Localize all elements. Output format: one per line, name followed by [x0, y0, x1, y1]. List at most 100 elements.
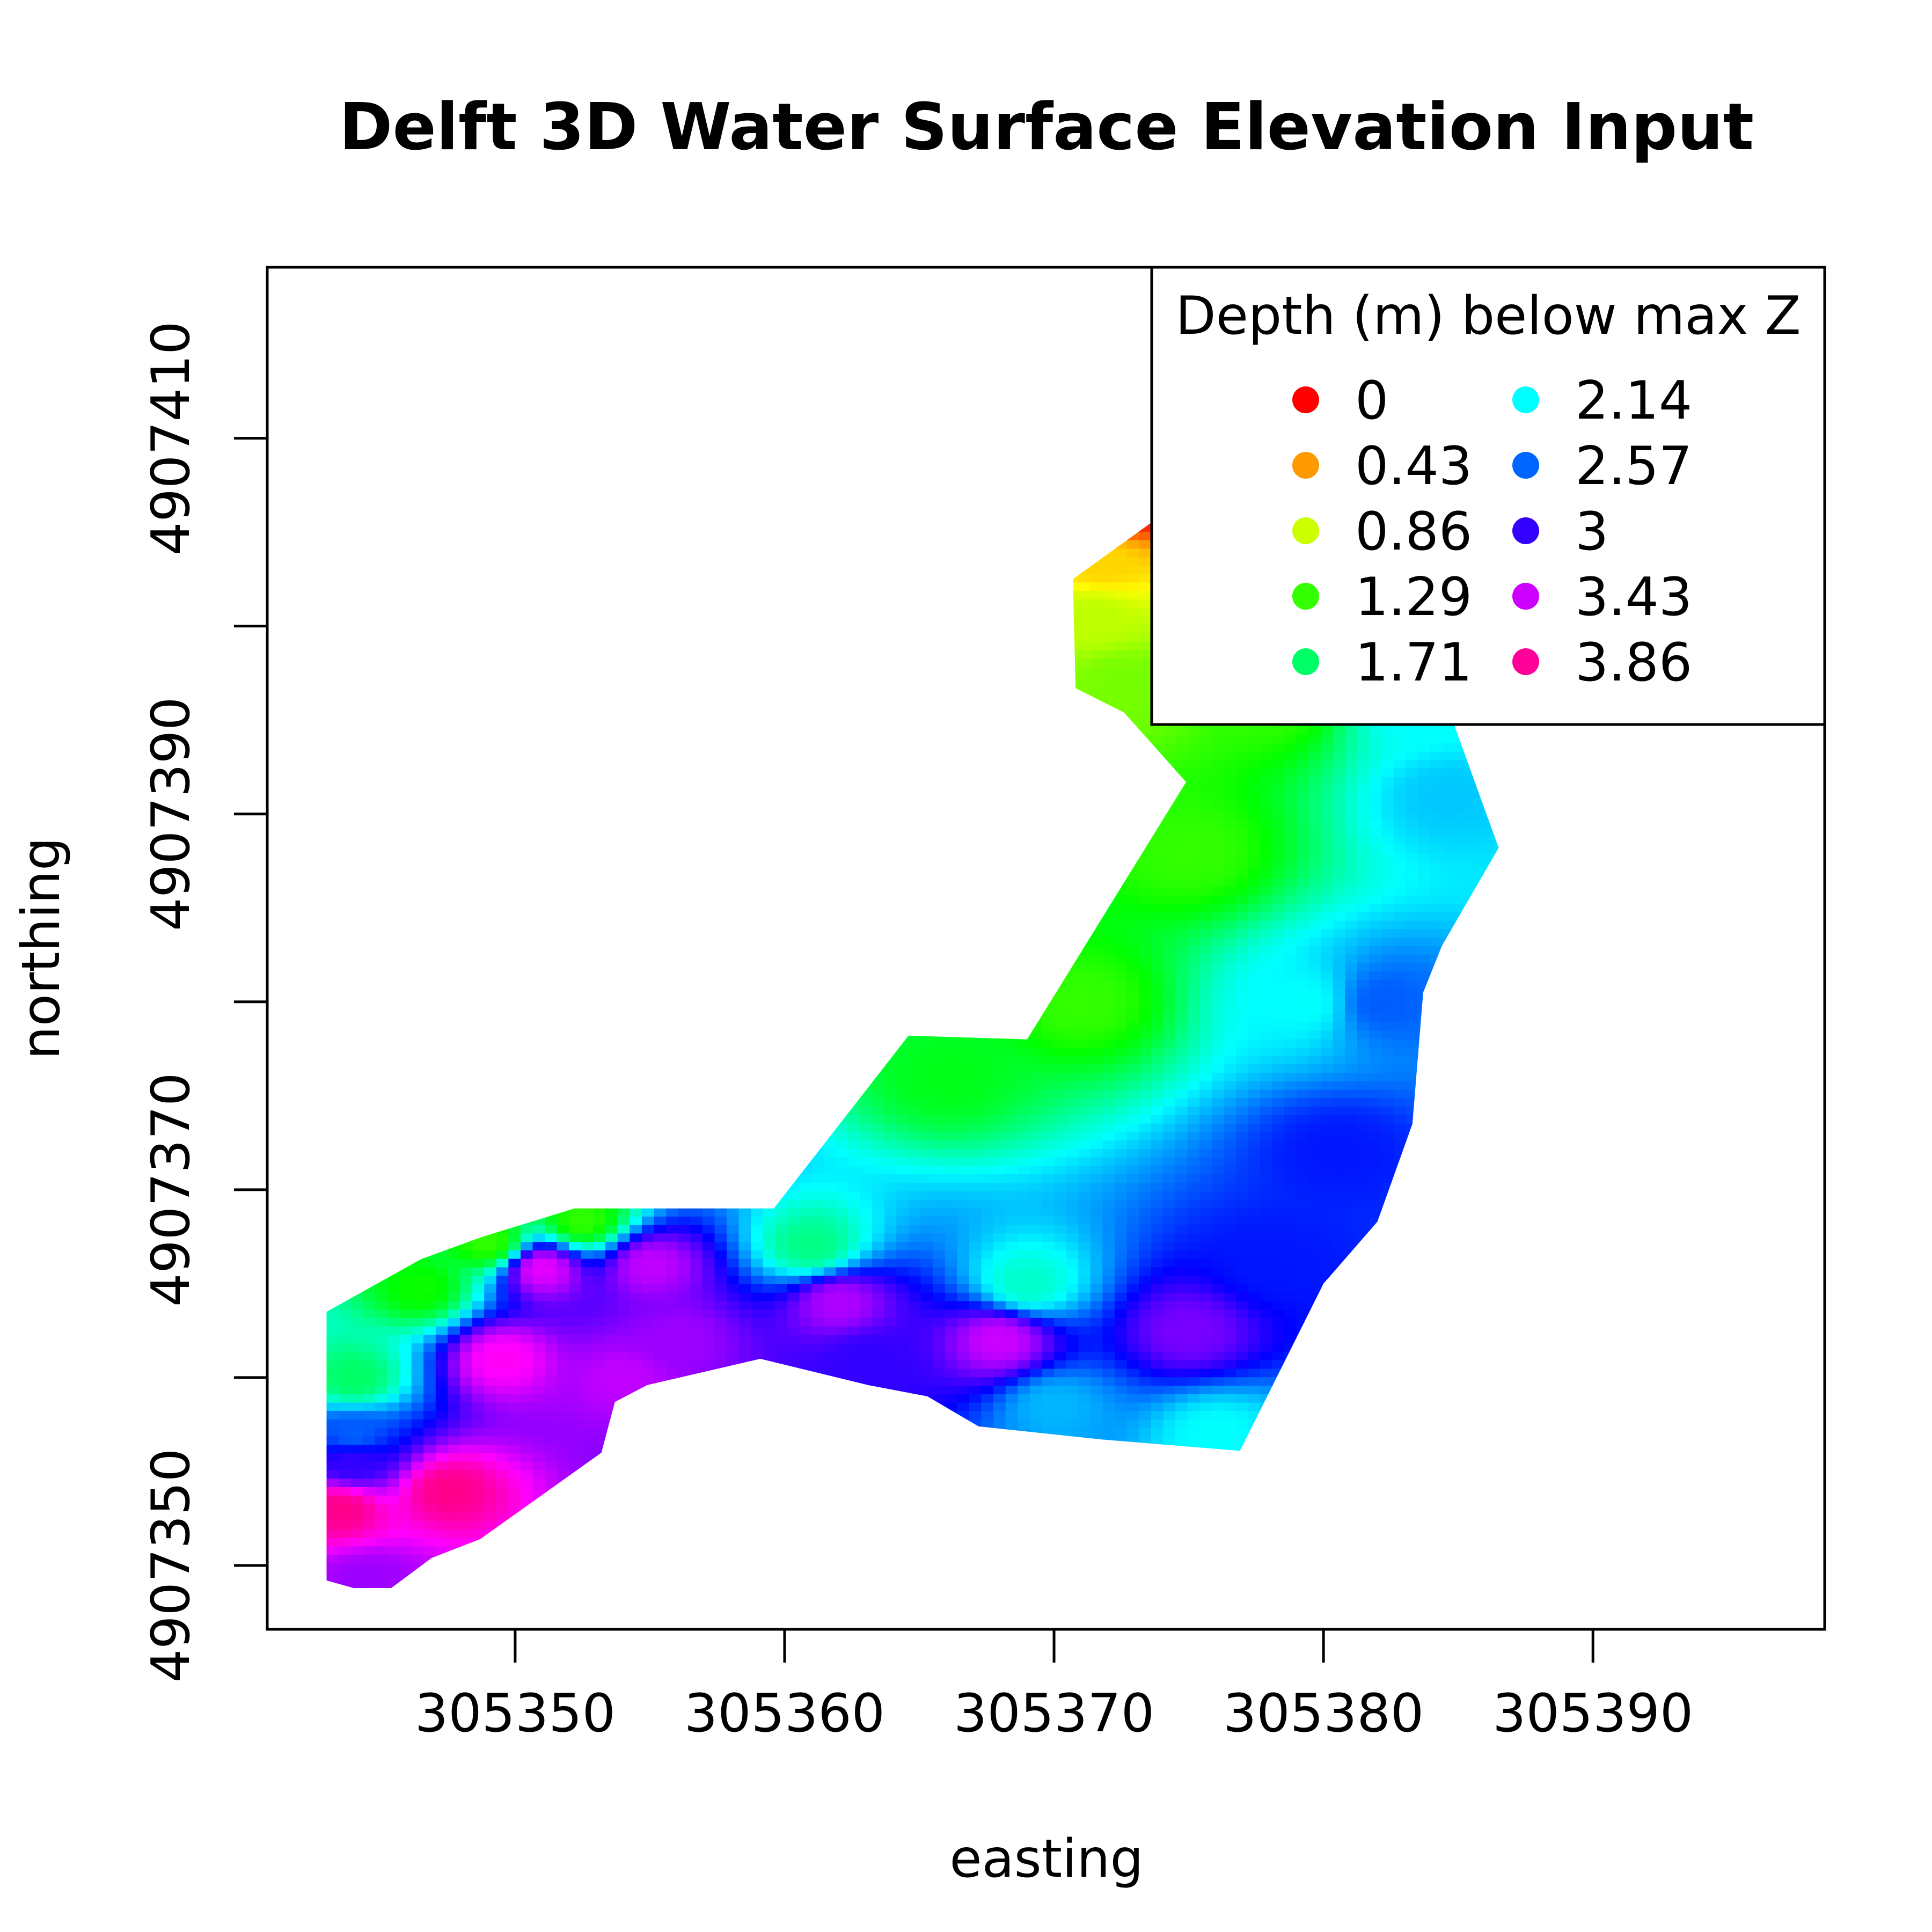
surface-cell [641, 1377, 655, 1386]
surface-cell [630, 1377, 642, 1386]
surface-cell [532, 1241, 546, 1250]
surface-cell [678, 1267, 691, 1276]
surface-cell [605, 1216, 618, 1225]
surface-cell [532, 1427, 546, 1437]
surface-cell [387, 1562, 400, 1572]
surface-cell [569, 1275, 582, 1284]
surface-cell [339, 1317, 352, 1327]
surface-cell [569, 1309, 582, 1318]
surface-cell [484, 1258, 497, 1268]
surface-cell [727, 1292, 740, 1301]
surface-cell [557, 1241, 570, 1250]
surface-cell [557, 1249, 570, 1259]
surface-cell [666, 1233, 679, 1242]
surface-cell [375, 1326, 388, 1335]
surface-cell [605, 1393, 618, 1403]
surface-cell [363, 1292, 376, 1301]
surface-cell [751, 1351, 764, 1360]
surface-cell [472, 1241, 485, 1250]
surface-cell [496, 1461, 509, 1470]
surface-cell [375, 1292, 388, 1301]
surface-cell [545, 1334, 558, 1344]
surface-cell [448, 1283, 460, 1293]
surface-cell [593, 1267, 606, 1276]
surface-cell [484, 1520, 497, 1529]
surface-cell [496, 1410, 509, 1419]
surface-cell [387, 1546, 400, 1555]
surface-cell [557, 1283, 570, 1293]
surface-cell [630, 1249, 642, 1259]
surface-cell [557, 1427, 570, 1437]
surface-cell [375, 1300, 388, 1310]
surface-cell [521, 1359, 533, 1369]
surface-cell [763, 1233, 776, 1242]
surface-cell [496, 1233, 509, 1242]
surface-cell [690, 1317, 703, 1327]
surface-cell [727, 1233, 740, 1242]
surface-cell [399, 1461, 412, 1470]
surface-cell [654, 1224, 667, 1234]
surface-cell [387, 1393, 400, 1403]
surface-cell [508, 1436, 521, 1445]
surface-cell [350, 1579, 364, 1588]
surface-cell [350, 1546, 364, 1555]
surface-cell [326, 1393, 340, 1403]
surface-cell [641, 1224, 655, 1234]
surface-cell [375, 1359, 388, 1369]
surface-cell [702, 1241, 715, 1250]
surface-cell [569, 1410, 582, 1419]
surface-cell [738, 1326, 752, 1335]
surface-cell [375, 1410, 388, 1419]
surface-cell [387, 1444, 400, 1453]
surface-cell [605, 1224, 618, 1234]
surface-cell [387, 1343, 400, 1352]
surface-cell [617, 1385, 631, 1394]
surface-cell [521, 1343, 533, 1352]
surface-cell [423, 1377, 436, 1386]
surface-cell [532, 1326, 546, 1335]
surface-cell [484, 1512, 497, 1521]
surface-cell [399, 1452, 412, 1462]
surface-cell [423, 1520, 436, 1529]
surface-cell [435, 1410, 449, 1419]
surface-cell [545, 1402, 558, 1411]
surface-cell [521, 1478, 533, 1487]
surface-cell [532, 1267, 546, 1276]
surface-cell [521, 1436, 533, 1445]
surface-cell [411, 1469, 425, 1479]
surface-cell [484, 1469, 497, 1479]
surface-cell [666, 1309, 679, 1318]
surface-cell [460, 1368, 473, 1378]
surface-cell [484, 1283, 497, 1293]
surface-cell [448, 1385, 460, 1394]
surface-cell [496, 1267, 509, 1276]
surface-cell [326, 1562, 340, 1572]
surface-cell [545, 1283, 558, 1293]
surface-cell [435, 1267, 449, 1276]
surface-cell [508, 1418, 521, 1428]
surface-cell [472, 1283, 485, 1293]
surface-cell [350, 1368, 364, 1378]
surface-cell [678, 1359, 691, 1369]
surface-cell [532, 1224, 546, 1234]
surface-cell [581, 1224, 594, 1234]
surface-cell [326, 1309, 340, 1318]
surface-cell [593, 1385, 606, 1394]
surface-cell [375, 1520, 388, 1529]
surface-cell [399, 1469, 412, 1479]
surface-cell [763, 1326, 776, 1335]
surface-cell [448, 1486, 460, 1496]
surface-cell [521, 1309, 533, 1318]
surface-cell [399, 1528, 412, 1538]
surface-cell [763, 1309, 776, 1318]
surface-cell [630, 1317, 642, 1327]
surface-cell [751, 1258, 764, 1268]
surface-cell [763, 1317, 776, 1327]
surface-cell [714, 1283, 727, 1293]
surface-cell [435, 1326, 449, 1335]
surface-cell [484, 1486, 497, 1496]
surface-cell [641, 1208, 655, 1217]
surface-cell [363, 1385, 376, 1394]
surface-cell [738, 1283, 752, 1293]
surface-cell [581, 1444, 594, 1453]
